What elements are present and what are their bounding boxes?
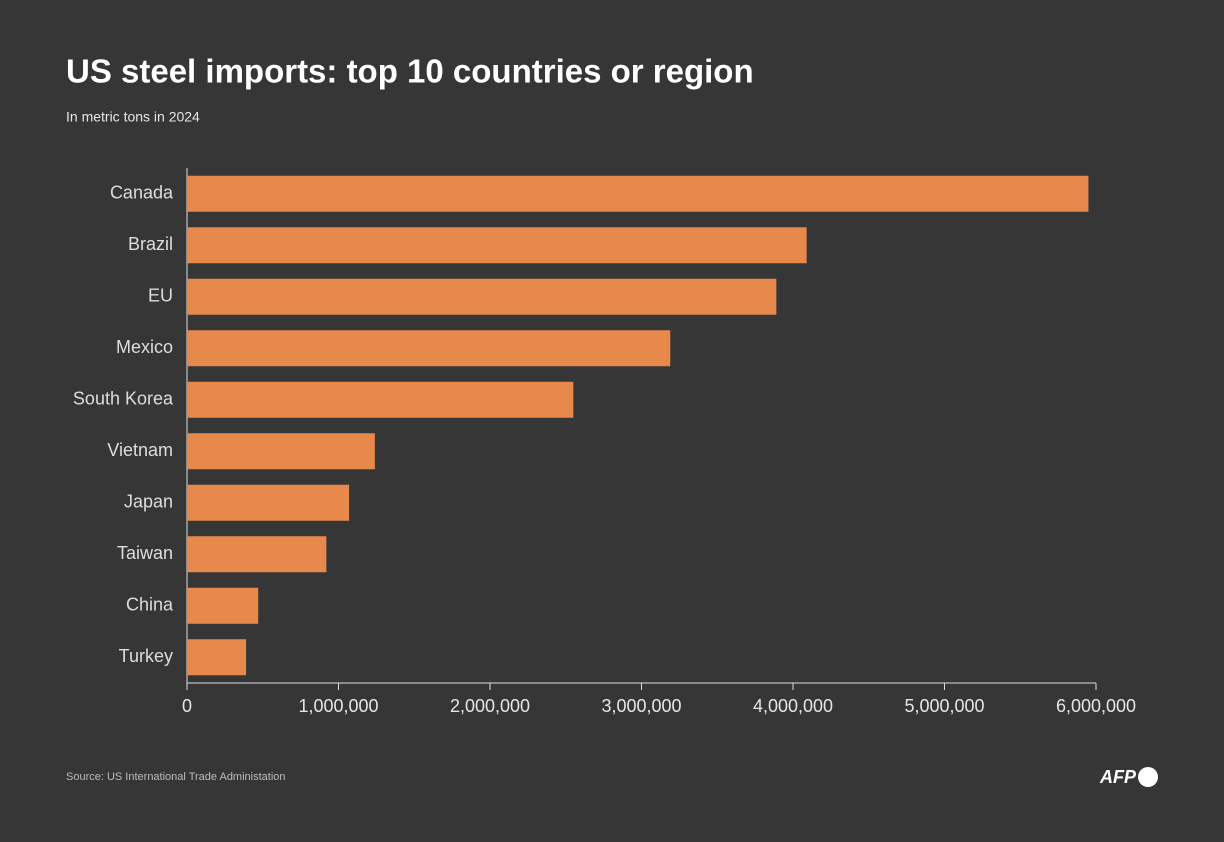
y-tick-label: Mexico (116, 337, 173, 357)
y-tick-label: China (126, 595, 174, 615)
y-tick-label: Taiwan (117, 543, 173, 563)
y-tick-label: Brazil (128, 234, 173, 254)
y-tick-label: Turkey (119, 646, 173, 666)
logo: AFP (1099, 767, 1137, 787)
x-tick-label: 0 (182, 696, 192, 716)
x-tick-label: 3,000,000 (601, 696, 681, 716)
y-tick-label: Canada (110, 183, 174, 203)
bar (187, 484, 350, 521)
bar (187, 330, 671, 367)
chart-title: US steel imports: top 10 countries or re… (66, 53, 754, 90)
bar (187, 175, 1089, 212)
bar (187, 587, 259, 624)
y-tick-label: South Korea (73, 389, 174, 409)
chart-subtitle: In metric tons in 2024 (66, 109, 200, 125)
bar (187, 536, 327, 573)
bar (187, 278, 777, 315)
x-tick-label: 5,000,000 (904, 696, 984, 716)
x-tick-label: 4,000,000 (753, 696, 833, 716)
y-tick-label: EU (148, 286, 173, 306)
bar (187, 381, 574, 418)
x-tick-label: 6,000,000 (1056, 696, 1136, 716)
x-tick-label: 2,000,000 (450, 696, 530, 716)
x-tick-label: 1,000,000 (298, 696, 378, 716)
bar (187, 227, 807, 264)
y-tick-label: Japan (124, 492, 173, 512)
y-tick-label: Vietnam (107, 440, 173, 460)
bar (187, 433, 375, 470)
bar (187, 639, 247, 676)
logo-dot (1138, 767, 1158, 787)
source: Source: US International Trade Administa… (66, 771, 286, 783)
